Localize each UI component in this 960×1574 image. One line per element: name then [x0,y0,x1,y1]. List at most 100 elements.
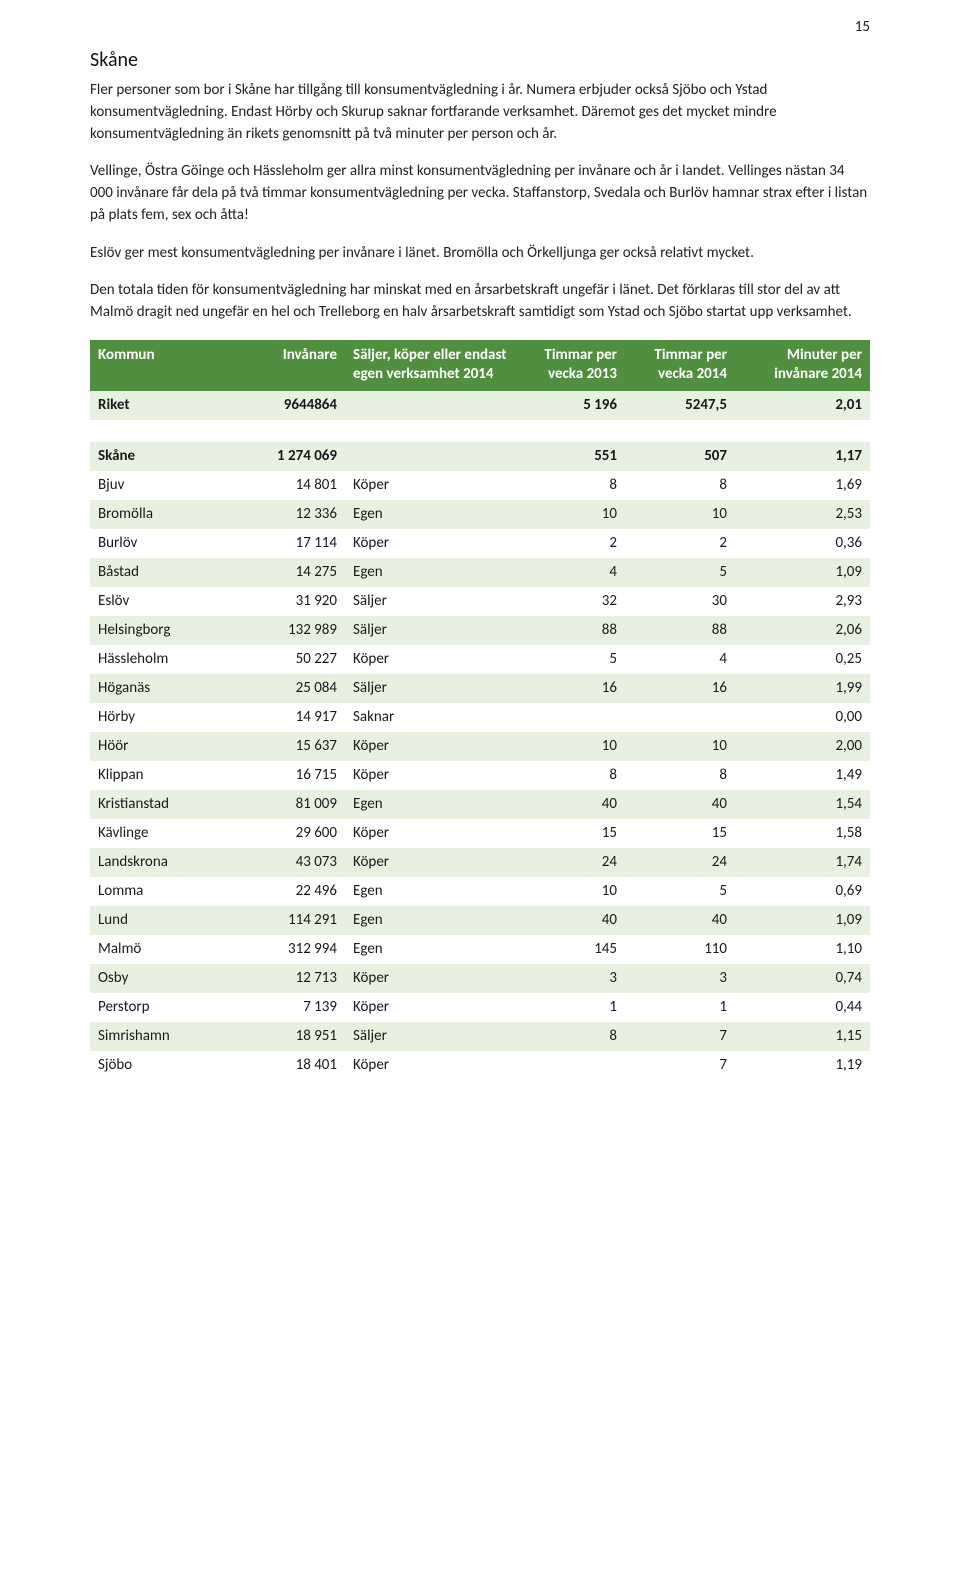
cell-sk: Säljer [345,616,515,645]
cell-t2014: 1 [625,993,735,1022]
document-page: 15 Skåne Fler personer som bor i Skåne h… [0,0,960,1120]
cell-t2014: 16 [625,674,735,703]
cell-sk [345,391,515,420]
cell-min: 2,00 [735,732,870,761]
cell-invanare: 15 637 [240,732,345,761]
cell-invanare: 9644864 [240,391,345,420]
cell-empty [240,420,345,442]
cell-invanare: 14 275 [240,558,345,587]
col-header-sk: Säljer, köper eller endast egen verksamh… [345,340,515,391]
cell-sk: Köper [345,848,515,877]
cell-t2014: 2 [625,529,735,558]
cell-min: 0,00 [735,703,870,732]
cell-sk: Köper [345,471,515,500]
cell-min: 1,74 [735,848,870,877]
cell-invanare: 17 114 [240,529,345,558]
cell-min: 1,10 [735,935,870,964]
col-header-invanare: Invånare [240,340,345,391]
table-row: Kristianstad81 009Egen40401,54 [90,790,870,819]
cell-t2014: 10 [625,500,735,529]
cell-kommun: Kristianstad [90,790,240,819]
cell-t2013 [515,1051,625,1080]
cell-sk: Köper [345,964,515,993]
cell-min: 0,44 [735,993,870,1022]
cell-kommun: Burlöv [90,529,240,558]
cell-t2014: 7 [625,1051,735,1080]
data-table: Kommun Invånare Säljer, köper eller enda… [90,340,870,1080]
cell-min: 0,69 [735,877,870,906]
cell-t2013: 1 [515,993,625,1022]
table-row: Helsingborg132 989Säljer88882,06 [90,616,870,645]
cell-kommun: Perstorp [90,993,240,1022]
cell-sk: Egen [345,877,515,906]
table-row: Båstad14 275Egen451,09 [90,558,870,587]
body-text: Fler personer som bor i Skåne har tillgå… [90,80,870,324]
cell-t2013: 32 [515,587,625,616]
cell-invanare: 50 227 [240,645,345,674]
cell-t2014: 15 [625,819,735,848]
cell-t2014 [625,703,735,732]
cell-sk: Köper [345,993,515,1022]
cell-kommun: Landskrona [90,848,240,877]
cell-sk: Köper [345,1051,515,1080]
cell-kommun: Osby [90,964,240,993]
cell-invanare: 31 920 [240,587,345,616]
cell-sk: Egen [345,935,515,964]
cell-empty [515,420,625,442]
cell-sk: Köper [345,529,515,558]
cell-kommun: Sjöbo [90,1051,240,1080]
table-row: Simrishamn18 951Säljer871,15 [90,1022,870,1051]
cell-kommun: Helsingborg [90,616,240,645]
table-row-spacer [90,420,870,442]
paragraph: Eslöv ger mest konsumentvägledning per i… [90,243,870,265]
cell-t2013: 24 [515,848,625,877]
cell-min: 1,09 [735,558,870,587]
table-row: Eslöv31 920Säljer32302,93 [90,587,870,616]
cell-sk: Köper [345,819,515,848]
cell-kommun: Simrishamn [90,1022,240,1051]
table-row: Skåne1 274 0695515071,17 [90,442,870,471]
cell-t2013: 16 [515,674,625,703]
cell-empty [90,420,240,442]
cell-sk: Köper [345,732,515,761]
cell-empty [735,420,870,442]
cell-sk [345,442,515,471]
paragraph: Den totala tiden för konsumentvägledning… [90,280,870,324]
table-row: Malmö312 994Egen1451101,10 [90,935,870,964]
cell-sk: Saknar [345,703,515,732]
cell-t2013: 5 [515,645,625,674]
paragraph: Fler personer som bor i Skåne har tillgå… [90,80,870,145]
table-row: Klippan16 715Köper881,49 [90,761,870,790]
cell-kommun: Höör [90,732,240,761]
cell-min: 0,36 [735,529,870,558]
table-row: Bromölla12 336Egen10102,53 [90,500,870,529]
cell-t2013: 145 [515,935,625,964]
col-header-kommun: Kommun [90,340,240,391]
cell-t2014: 8 [625,761,735,790]
cell-invanare: 29 600 [240,819,345,848]
cell-min: 1,99 [735,674,870,703]
cell-kommun: Lund [90,906,240,935]
cell-sk: Egen [345,906,515,935]
cell-invanare: 1 274 069 [240,442,345,471]
cell-sk: Köper [345,761,515,790]
cell-invanare: 81 009 [240,790,345,819]
cell-sk: Säljer [345,587,515,616]
cell-sk: Egen [345,558,515,587]
cell-sk: Egen [345,790,515,819]
cell-t2013: 5 196 [515,391,625,420]
table-row: Hörby14 917Saknar0,00 [90,703,870,732]
cell-t2013: 10 [515,732,625,761]
cell-min: 1,19 [735,1051,870,1080]
col-header-t2013: Timmar per vecka 2013 [515,340,625,391]
cell-invanare: 114 291 [240,906,345,935]
cell-invanare: 312 994 [240,935,345,964]
cell-kommun: Riket [90,391,240,420]
cell-invanare: 16 715 [240,761,345,790]
table-row: Hässleholm50 227Köper540,25 [90,645,870,674]
cell-t2014: 5 [625,877,735,906]
cell-invanare: 132 989 [240,616,345,645]
cell-min: 0,74 [735,964,870,993]
cell-t2013: 88 [515,616,625,645]
cell-invanare: 7 139 [240,993,345,1022]
